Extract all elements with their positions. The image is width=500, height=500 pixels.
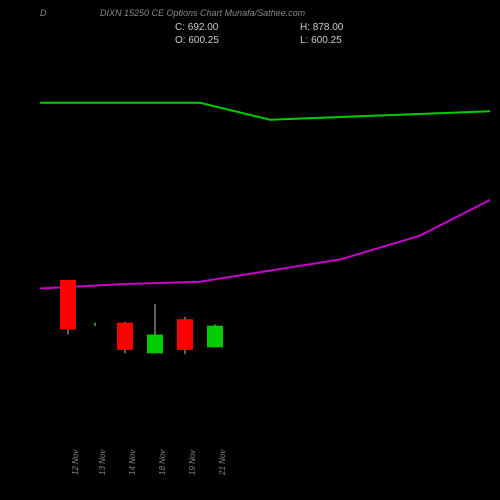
candle-body: [60, 280, 76, 329]
x-axis-tick-label: 18 Nov: [158, 450, 167, 475]
x-axis-tick-label: 14 Nov: [128, 450, 137, 475]
chart-svg: [0, 0, 500, 500]
candle-body: [177, 319, 193, 350]
indicator-line-magenta: [40, 200, 490, 289]
candle-body: [117, 323, 133, 350]
candle-body: [147, 335, 163, 354]
x-axis-tick-label: 21 Nov: [218, 450, 227, 475]
candle-body: [94, 324, 96, 325]
chart-container: D DIXN 15250 CE Options Chart Munafa/Sat…: [0, 0, 500, 500]
x-axis-tick-label: 19 Nov: [188, 450, 197, 475]
x-axis-tick-label: 13 Nov: [98, 450, 107, 475]
indicator-line-green: [40, 103, 490, 120]
x-axis-tick-label: 12 Nov: [71, 450, 80, 475]
candle-body: [207, 326, 223, 348]
